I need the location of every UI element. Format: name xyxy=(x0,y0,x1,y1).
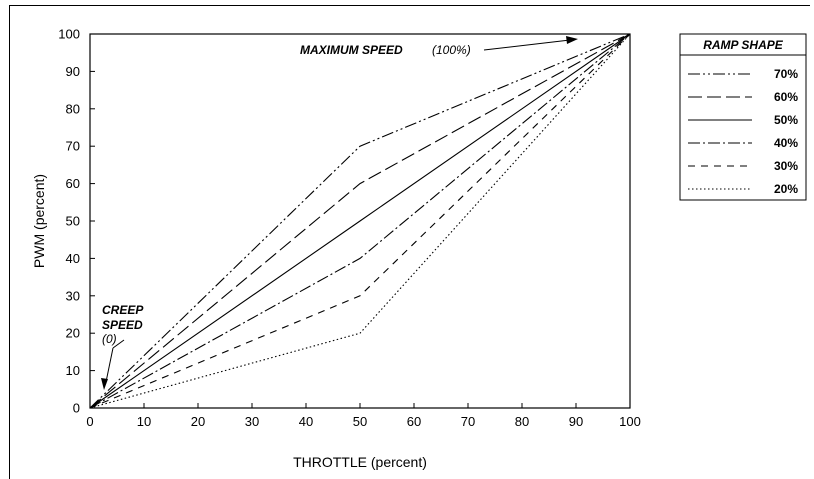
series-line-20-percent xyxy=(89,33,631,409)
x-tick-label: 70 xyxy=(461,414,475,429)
creep-value: (0) xyxy=(102,332,117,346)
creep-label-line2: SPEED xyxy=(102,318,143,332)
y-tick-label: 100 xyxy=(58,27,80,42)
legend-label: 30% xyxy=(774,159,798,173)
y-tick-label: 10 xyxy=(66,363,80,378)
y-tick-label: 40 xyxy=(66,251,80,266)
x-tick-label: 20 xyxy=(191,414,205,429)
x-tick-label: 0 xyxy=(86,414,93,429)
x-tick-label: 100 xyxy=(619,414,641,429)
x-tick-label: 50 xyxy=(353,414,367,429)
series-lines xyxy=(89,33,631,409)
x-tick-label: 60 xyxy=(407,414,421,429)
y-tick-label: 50 xyxy=(66,214,80,229)
y-tick-label: 90 xyxy=(66,64,80,79)
y-tick-label: 20 xyxy=(66,326,80,341)
x-tick-label: 90 xyxy=(569,414,583,429)
series-line-30-percent xyxy=(89,33,631,409)
y-tick-label: 70 xyxy=(66,139,80,154)
figure-frame xyxy=(9,5,810,479)
creep-arrow xyxy=(105,347,114,383)
y-tick-label: 30 xyxy=(66,288,80,303)
axis-ticks: 0 10 20 30 40 50 60 70 80 90 100 0 10 20 30 40 50 60 70 80 9… xyxy=(58,27,641,430)
creep-arrowhead xyxy=(101,378,108,390)
y-tick-label: 60 xyxy=(66,176,80,191)
legend-label: 50% xyxy=(774,113,798,127)
series-line-40-percent xyxy=(89,33,631,409)
creep-arrow-stem xyxy=(112,339,125,349)
legend-label: 60% xyxy=(774,90,798,104)
legend: RAMP SHAPE 70% 60% 50% 40% 30% 20% xyxy=(679,33,807,201)
legend-box xyxy=(679,33,807,201)
series-line-70-percent xyxy=(89,33,631,409)
y-axis-title: PWM (percent) xyxy=(31,174,47,268)
y-tick-label: 80 xyxy=(66,101,80,116)
legend-label: 70% xyxy=(774,67,798,81)
x-tick-label: 80 xyxy=(515,414,529,429)
x-tick-label: 10 xyxy=(137,414,151,429)
legend-title: RAMP SHAPE xyxy=(703,38,784,52)
max-speed-value: (100%) xyxy=(432,43,471,57)
max-speed-arrowhead xyxy=(566,36,578,44)
max-speed-arrow xyxy=(483,39,571,51)
creep-label-line1: CREEP xyxy=(102,303,144,317)
x-tick-label: 40 xyxy=(299,414,313,429)
max-speed-label: MAXIMUM SPEED xyxy=(300,43,403,57)
x-tick-label: 30 xyxy=(245,414,259,429)
y-tick-label: 0 xyxy=(73,401,80,416)
series-line-60-percent xyxy=(89,33,631,409)
series-line-50-percent xyxy=(89,33,631,409)
x-axis-title: THROTTLE (percent) xyxy=(293,454,427,470)
legend-label: 20% xyxy=(774,182,798,196)
legend-label: 40% xyxy=(774,136,798,150)
